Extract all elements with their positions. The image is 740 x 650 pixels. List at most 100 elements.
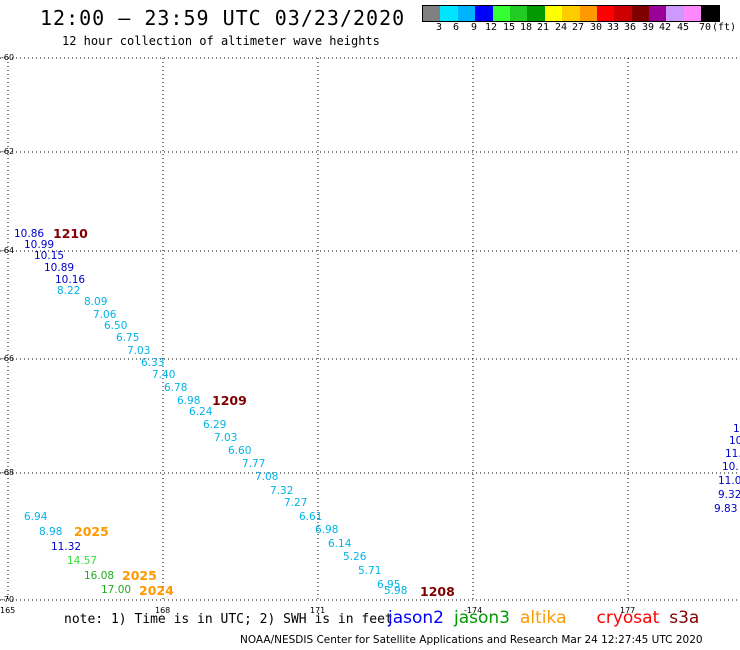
pass-id-label: 1209 [212, 393, 247, 408]
scale-label: 42 [658, 22, 672, 33]
wave-height-value: 8.98 [39, 526, 62, 538]
pass-id-label: 2025 [74, 524, 109, 539]
wave-height-value: 10.16 [55, 274, 85, 286]
scale-label: 9 [470, 22, 478, 33]
pass-id-label: 2024 [139, 583, 174, 598]
scale-swatch [666, 6, 684, 21]
wave-height-value: 10. [722, 461, 739, 473]
wave-height-value: 6.14 [328, 538, 352, 550]
scale-label: 45 [676, 22, 690, 33]
scale-swatch [492, 6, 510, 21]
wave-height-value: 7.32 [270, 485, 293, 497]
latitude-label: -66 [1, 354, 14, 363]
longitude-label: 165 [0, 606, 15, 615]
legend-item-jason2: jason2 [388, 608, 444, 628]
wave-height-value: 6.60 [228, 445, 251, 457]
scale-swatch [475, 6, 493, 21]
wave-height-value: 7.77 [242, 458, 265, 470]
wave-height-value: 6.29 [203, 419, 226, 431]
units-note: note: 1) Time is in UTC; 2) SWH is in fe… [64, 612, 393, 627]
credits-footer: NOAA/NESDIS Center for Satellite Applica… [240, 634, 703, 646]
latitude-label: -70 [1, 595, 14, 604]
wave-height-value: 7.27 [284, 497, 307, 509]
pass-id-label: 1208 [420, 584, 455, 599]
wave-height-value: 6.61 [299, 511, 322, 523]
scale-label: 6 [452, 22, 460, 33]
scale-swatch [649, 6, 667, 21]
wave-height-value: 9.83 [714, 503, 737, 515]
wave-height-scale-labels: 3 6 9 12 15 18 21 24 27 30 33 36 39 42 45 70 (ft) [422, 22, 740, 36]
wave-height-value: 6.94 [24, 511, 48, 523]
longitude-label: -174 [464, 606, 482, 615]
wave-height-value: 14.57 [67, 555, 97, 567]
scale-swatch [701, 6, 719, 21]
page-subtitle: 12 hour collection of altimeter wave hei… [62, 34, 380, 48]
scale-label: 3 [435, 22, 443, 33]
legend-item-altika: altika [520, 608, 567, 628]
scale-swatch [614, 6, 632, 21]
scale-swatch [457, 6, 476, 21]
wave-height-value: 8.22 [57, 285, 80, 297]
scale-swatch [596, 6, 615, 21]
wave-height-value: 7.06 [93, 309, 117, 321]
wave-height-value: 7.08 [255, 471, 278, 483]
latitude-label: -68 [1, 468, 14, 477]
scale-label: 15 [502, 22, 516, 33]
satellite-legend: jason2 jason3 altika cryosat s3a [388, 608, 709, 628]
scale-swatch [544, 6, 563, 21]
scale-label: 24 [554, 22, 568, 33]
longitude-label: 177 [620, 606, 635, 615]
scale-swatch [423, 6, 441, 21]
scale-label: 27 [571, 22, 585, 33]
scale-label: 39 [641, 22, 655, 33]
wave-height-value: 6.24 [189, 406, 213, 418]
scale-swatch [562, 6, 580, 21]
wave-height-value: 9.32 [718, 489, 740, 501]
latitude-label: -60 [1, 53, 14, 62]
scale-label: 70 [698, 22, 712, 33]
scale-label: 18 [519, 22, 533, 33]
wave-height-value: 7.40 [152, 369, 175, 381]
wave-height-value: 10.86 [14, 228, 44, 240]
wave-height-value: 16.08 [84, 570, 114, 582]
legend-item-jason3: jason3 [454, 608, 510, 628]
scale-swatch [509, 6, 528, 21]
wave-height-color-scale [422, 5, 720, 22]
scale-label: 33 [606, 22, 620, 33]
latitude-label: -64 [1, 246, 14, 255]
wave-height-value: 6.75 [116, 332, 139, 344]
wave-height-value: 6.50 [104, 320, 127, 332]
wave-height-value: 7.03 [214, 432, 237, 444]
wave-height-value: 11. [725, 448, 740, 460]
map-grid [0, 57, 740, 602]
scale-swatch [440, 6, 458, 21]
scale-swatch [631, 6, 650, 21]
scale-swatch [683, 6, 702, 21]
pass-id-label: 2025 [122, 568, 157, 583]
page-title: 12:00 – 23:59 UTC 03/23/2020 [40, 6, 406, 30]
wave-height-value: 10 [729, 435, 740, 447]
wave-height-value: 6.33 [141, 357, 164, 369]
legend-item-cryosat: cryosat [596, 608, 660, 628]
longitude-label: 168 [155, 606, 170, 615]
map-axis-labels: -60 -62 -64 -66 -68 -70 165 168 171 -174 177 [0, 53, 635, 615]
wave-height-value: 5.98 [384, 585, 407, 597]
scale-label: (ft) [711, 22, 737, 33]
wave-height-value: 5.71 [358, 565, 381, 577]
longitude-label: 171 [310, 606, 325, 615]
scale-label: 12 [484, 22, 498, 33]
pass-id-label: 1210 [53, 226, 88, 241]
wave-height-value: 11.0 [718, 475, 740, 487]
scale-label: 30 [589, 22, 603, 33]
wave-height-value: 10.15 [34, 250, 64, 262]
wave-height-value: 5.26 [343, 551, 367, 563]
wave-height-value: 6.95 [377, 579, 400, 591]
scale-label: 21 [536, 22, 550, 33]
scale-swatch [527, 6, 545, 21]
wave-height-value: 8.09 [84, 296, 107, 308]
wave-height-value: 6.98 [177, 395, 200, 407]
wave-height-value: 6.78 [164, 382, 187, 394]
